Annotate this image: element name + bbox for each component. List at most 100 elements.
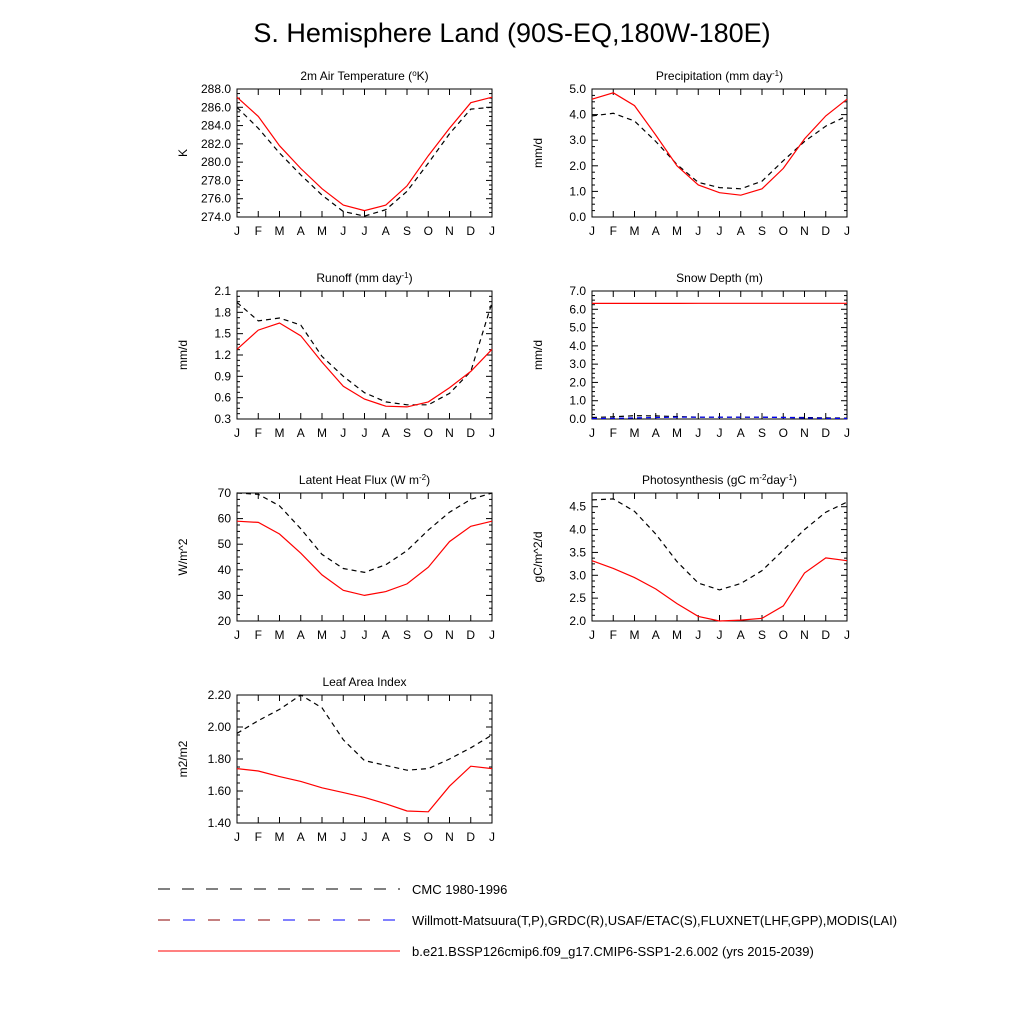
y-axis-label: K: [176, 149, 190, 157]
y-tick-label: 4.0: [569, 339, 586, 353]
x-tick-label: J: [717, 224, 723, 238]
y-axis-label: m2/m2: [176, 740, 190, 777]
y-axis-label: mm/d: [531, 340, 545, 370]
y-tick-label: 1.80: [208, 752, 232, 766]
x-tick-label: J: [340, 224, 346, 238]
panel-title: Precipitation (mm day-1): [656, 69, 783, 84]
y-tick-label: 1.0: [569, 184, 586, 198]
y-tick-label: 1.5: [214, 327, 231, 341]
x-tick-label: N: [800, 224, 809, 238]
x-tick-label: A: [737, 628, 745, 642]
x-tick-label: N: [800, 426, 809, 440]
series-line-2: [591, 112, 848, 190]
x-tick-label: A: [297, 830, 305, 844]
panel-title: Leaf Area Index: [322, 675, 406, 689]
x-tick-label: N: [445, 628, 454, 642]
x-tick-label: D: [466, 830, 475, 844]
x-tick-label: A: [382, 224, 390, 238]
legend-item-1: CMC 1980-1996: [158, 882, 507, 897]
x-tick-label: N: [445, 830, 454, 844]
x-tick-label: M: [672, 426, 682, 440]
chart-panel-3: Runoff (mm day-1)J F M A M J J A S O N D J0.30.60.91…: [176, 271, 495, 441]
y-tick-label: 3.5: [569, 545, 586, 559]
x-tick-label: M: [275, 224, 285, 238]
x-tick-label: F: [610, 426, 617, 440]
legend-label: b.e21.BSSP126cmip6.f09_g17.CMIP6-SSP1-2.…: [412, 944, 814, 959]
y-axis-label: mm/d: [531, 138, 545, 168]
y-tick-label: 1.2: [214, 348, 231, 362]
y-tick-label: 1.40: [208, 816, 232, 830]
series-line-3: [236, 765, 493, 813]
x-tick-label: F: [255, 224, 262, 238]
x-tick-label: S: [758, 628, 766, 642]
y-tick-label: 278.0: [201, 173, 231, 187]
x-tick-label: M: [630, 224, 640, 238]
y-tick-label: 40: [218, 563, 232, 577]
legend-item-3: b.e21.BSSP126cmip6.f09_g17.CMIP6-SSP1-2.…: [158, 944, 814, 959]
y-tick-label: 5.0: [569, 82, 586, 96]
x-tick-label: M: [317, 224, 327, 238]
y-tick-label: 60: [218, 512, 232, 526]
series-line-2: [591, 498, 848, 591]
x-tick-label: F: [255, 426, 262, 440]
legend-item-2: Willmott-Matsuura(T,P),GRDC(R),USAF/ETAC…: [158, 913, 897, 928]
x-tick-label: M: [317, 426, 327, 440]
panel-title: Runoff (mm day-1): [316, 271, 412, 286]
y-tick-label: 276.0: [201, 192, 231, 206]
x-tick-label: D: [466, 628, 475, 642]
legend-label: Willmott-Matsuura(T,P),GRDC(R),USAF/ETAC…: [412, 913, 897, 928]
y-tick-label: 0.0: [569, 210, 586, 224]
plot-frame: [236, 492, 493, 622]
x-tick-label: J: [489, 628, 495, 642]
series-line-2: [591, 416, 848, 420]
y-tick-label: 2.20: [208, 688, 232, 702]
y-tick-label: 2.0: [569, 614, 586, 628]
x-tick-label: J: [362, 628, 368, 642]
x-tick-label: S: [758, 224, 766, 238]
x-tick-label: A: [652, 628, 660, 642]
chart-panel-4: Snow Depth (m)J F M A M J J A S O N D J0.01.02.03.04…: [531, 271, 850, 440]
x-tick-label: D: [821, 628, 830, 642]
y-tick-label: 5.0: [569, 321, 586, 335]
y-tick-label: 2.1: [214, 284, 231, 298]
x-tick-label: F: [255, 628, 262, 642]
x-tick-label: M: [317, 628, 327, 642]
y-tick-label: 7.0: [569, 284, 586, 298]
x-tick-label: J: [695, 426, 701, 440]
x-tick-label: M: [275, 628, 285, 642]
y-axis-label: mm/d: [176, 340, 190, 370]
x-tick-label: F: [255, 830, 262, 844]
x-tick-label: J: [340, 426, 346, 440]
x-tick-label: J: [717, 628, 723, 642]
plot-frame: [591, 290, 848, 420]
legend-label: CMC 1980-1996: [412, 882, 507, 897]
x-tick-label: S: [403, 224, 411, 238]
x-tick-label: J: [844, 426, 850, 440]
y-tick-label: 3.0: [569, 568, 586, 582]
x-tick-label: S: [403, 830, 411, 844]
series-line-2: [236, 694, 493, 771]
x-tick-label: M: [275, 426, 285, 440]
series-line-3: [236, 520, 493, 597]
x-tick-label: J: [489, 830, 495, 844]
y-tick-label: 4.0: [569, 108, 586, 122]
series-line-3: [591, 92, 848, 196]
x-tick-label: D: [821, 426, 830, 440]
chart-panel-6: Photosynthesis (gC m-2day-1)J F M A M J J A S O N D…: [531, 473, 850, 643]
y-tick-label: 20: [218, 614, 232, 628]
x-tick-label: D: [821, 224, 830, 238]
x-tick-label: M: [630, 426, 640, 440]
x-tick-label: A: [297, 628, 305, 642]
y-tick-label: 3.0: [569, 357, 586, 371]
y-tick-label: 2.00: [208, 720, 232, 734]
x-tick-label: J: [234, 830, 240, 844]
x-tick-label: J: [589, 224, 595, 238]
x-tick-label: O: [424, 830, 433, 844]
x-tick-label: S: [403, 628, 411, 642]
y-tick-label: 274.0: [201, 210, 231, 224]
x-tick-label: A: [652, 426, 660, 440]
x-tick-label: J: [489, 426, 495, 440]
x-tick-label: J: [844, 628, 850, 642]
y-tick-label: 1.60: [208, 784, 232, 798]
